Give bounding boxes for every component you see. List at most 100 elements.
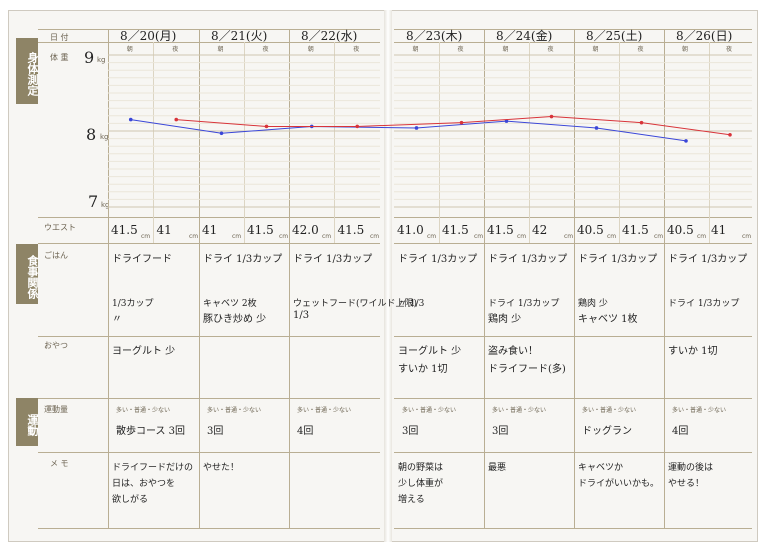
label-night: 夜	[353, 46, 360, 53]
weight-point	[174, 117, 179, 122]
column-rule	[108, 29, 109, 528]
weight-tick-9: 9	[84, 48, 95, 67]
label-morning: 朝	[307, 46, 314, 53]
weight-point	[459, 120, 464, 125]
weight-point	[594, 126, 599, 130]
label-night: 夜	[547, 46, 554, 53]
label-morning: 朝	[217, 46, 224, 53]
effort-scale: 多い・普通・少ない	[207, 407, 262, 414]
rice-line-1: ドライ 1/3カップ	[293, 254, 373, 265]
cm-unit: cm	[654, 233, 664, 240]
memo-line-1: キャベツか	[578, 463, 624, 473]
kg-unit-9: kg	[97, 56, 106, 64]
label-date: 日 付	[50, 33, 69, 42]
column-rule-minor	[244, 42, 245, 243]
snack-line-1: ヨーグルト 少	[112, 346, 176, 357]
snack-line-1: ヨーグルト 少	[398, 346, 462, 357]
cm-unit: cm	[370, 233, 380, 240]
waist-morning: 40.5	[577, 223, 604, 237]
effort-scale: 多い・普通・少ない	[297, 407, 352, 414]
rice-line-1: ドライ 1/3カップ	[488, 254, 568, 265]
waist-morning: 41.5	[487, 223, 514, 237]
section-tab-meal: 食事関係	[16, 244, 39, 304]
effort-scale: 多い・普通・少ない	[672, 407, 727, 414]
day-date: 8／25(土)	[586, 29, 643, 43]
memo-line-3: 増える	[398, 495, 425, 505]
label-weight: 体 重	[50, 53, 69, 62]
label-night: 夜	[726, 46, 733, 53]
label-night: 夜	[457, 46, 464, 53]
rule	[394, 42, 752, 43]
exercise-record: ドッグラン	[582, 426, 632, 437]
weight-point	[264, 124, 269, 129]
cm-unit: cm	[742, 233, 752, 240]
memo-line-1: 運動の後は	[668, 463, 714, 473]
rule	[38, 528, 380, 529]
effort-scale: 多い・普通・少ない	[116, 407, 171, 414]
rice-line-2: 〃 1/3	[398, 299, 425, 309]
weight-point	[728, 133, 732, 137]
waist-morning: 42.0	[292, 223, 319, 237]
cm-unit: cm	[189, 233, 199, 240]
cm-unit: cm	[564, 233, 574, 240]
column-rule	[199, 29, 200, 528]
rice-line-3: 〃	[112, 314, 122, 325]
day-date: 8／21(火)	[211, 29, 268, 43]
label-morning: 朝	[412, 46, 419, 53]
waist-night: 41	[711, 223, 727, 237]
rule	[38, 217, 380, 218]
exercise-record: 4回	[672, 426, 689, 437]
weight-point	[639, 120, 644, 125]
weight-tick-8: 8	[86, 125, 97, 144]
kg-unit-7: kg	[101, 201, 110, 209]
label-morning: 朝	[126, 46, 133, 53]
rule	[38, 398, 380, 399]
rice-line-2: 1/3カップ	[112, 299, 154, 309]
memo-line-2: やせる！	[668, 479, 705, 489]
rice-line-2: 鶏肉 少	[578, 299, 608, 309]
waist-morning: 41	[202, 223, 218, 237]
snack-line-1: 盗み食い！	[488, 346, 538, 357]
rule	[394, 217, 752, 218]
memo-line-2: 日は、おやつを	[112, 479, 176, 489]
column-rule	[574, 29, 575, 528]
label-morning: 朝	[502, 46, 509, 53]
exercise-record: 散歩コース 3回	[116, 426, 186, 437]
waist-night: 42	[532, 223, 548, 237]
memo-line-2: 少し体重が	[398, 479, 444, 489]
rule	[394, 398, 752, 399]
label-night: 夜	[172, 46, 179, 53]
cm-unit: cm	[141, 233, 151, 240]
cm-unit: cm	[427, 233, 437, 240]
snack-line-2: すいか 1切	[398, 364, 448, 375]
weight-point	[684, 139, 688, 143]
column-rule-minor	[153, 42, 154, 243]
label-snack: おやつ	[44, 341, 68, 350]
snack-line-2: ドライフード(多)	[488, 364, 566, 375]
section-tab-body: 身体測定	[16, 38, 39, 104]
rule	[38, 452, 380, 453]
label-night: 夜	[637, 46, 644, 53]
rule	[38, 29, 380, 30]
rule	[38, 42, 380, 43]
rice-line-1: ドライ 1/3カップ	[203, 254, 283, 265]
column-rule	[289, 29, 290, 528]
exercise-record: 4回	[297, 426, 314, 437]
rice-line-1: ドライ 1/3カップ	[668, 254, 748, 265]
column-rule-minor	[709, 42, 710, 243]
label-rice: ごはん	[44, 251, 68, 260]
cm-unit: cm	[322, 233, 332, 240]
rice-line-3: 1/3	[293, 310, 310, 321]
label-waist: ウエスト	[44, 223, 76, 232]
rice-line-1: ドライフード	[112, 254, 172, 265]
book-spine	[384, 10, 392, 542]
day-date: 8／20(月)	[120, 29, 177, 43]
waist-night: 41.5	[247, 223, 274, 237]
exercise-record: 3回	[402, 426, 419, 437]
weight-point	[414, 126, 419, 130]
waist-night: 41.5	[337, 223, 365, 237]
label-morning: 朝	[592, 46, 599, 53]
memo-line-1: 朝の野菜は	[398, 463, 444, 473]
column-rule	[664, 29, 665, 528]
